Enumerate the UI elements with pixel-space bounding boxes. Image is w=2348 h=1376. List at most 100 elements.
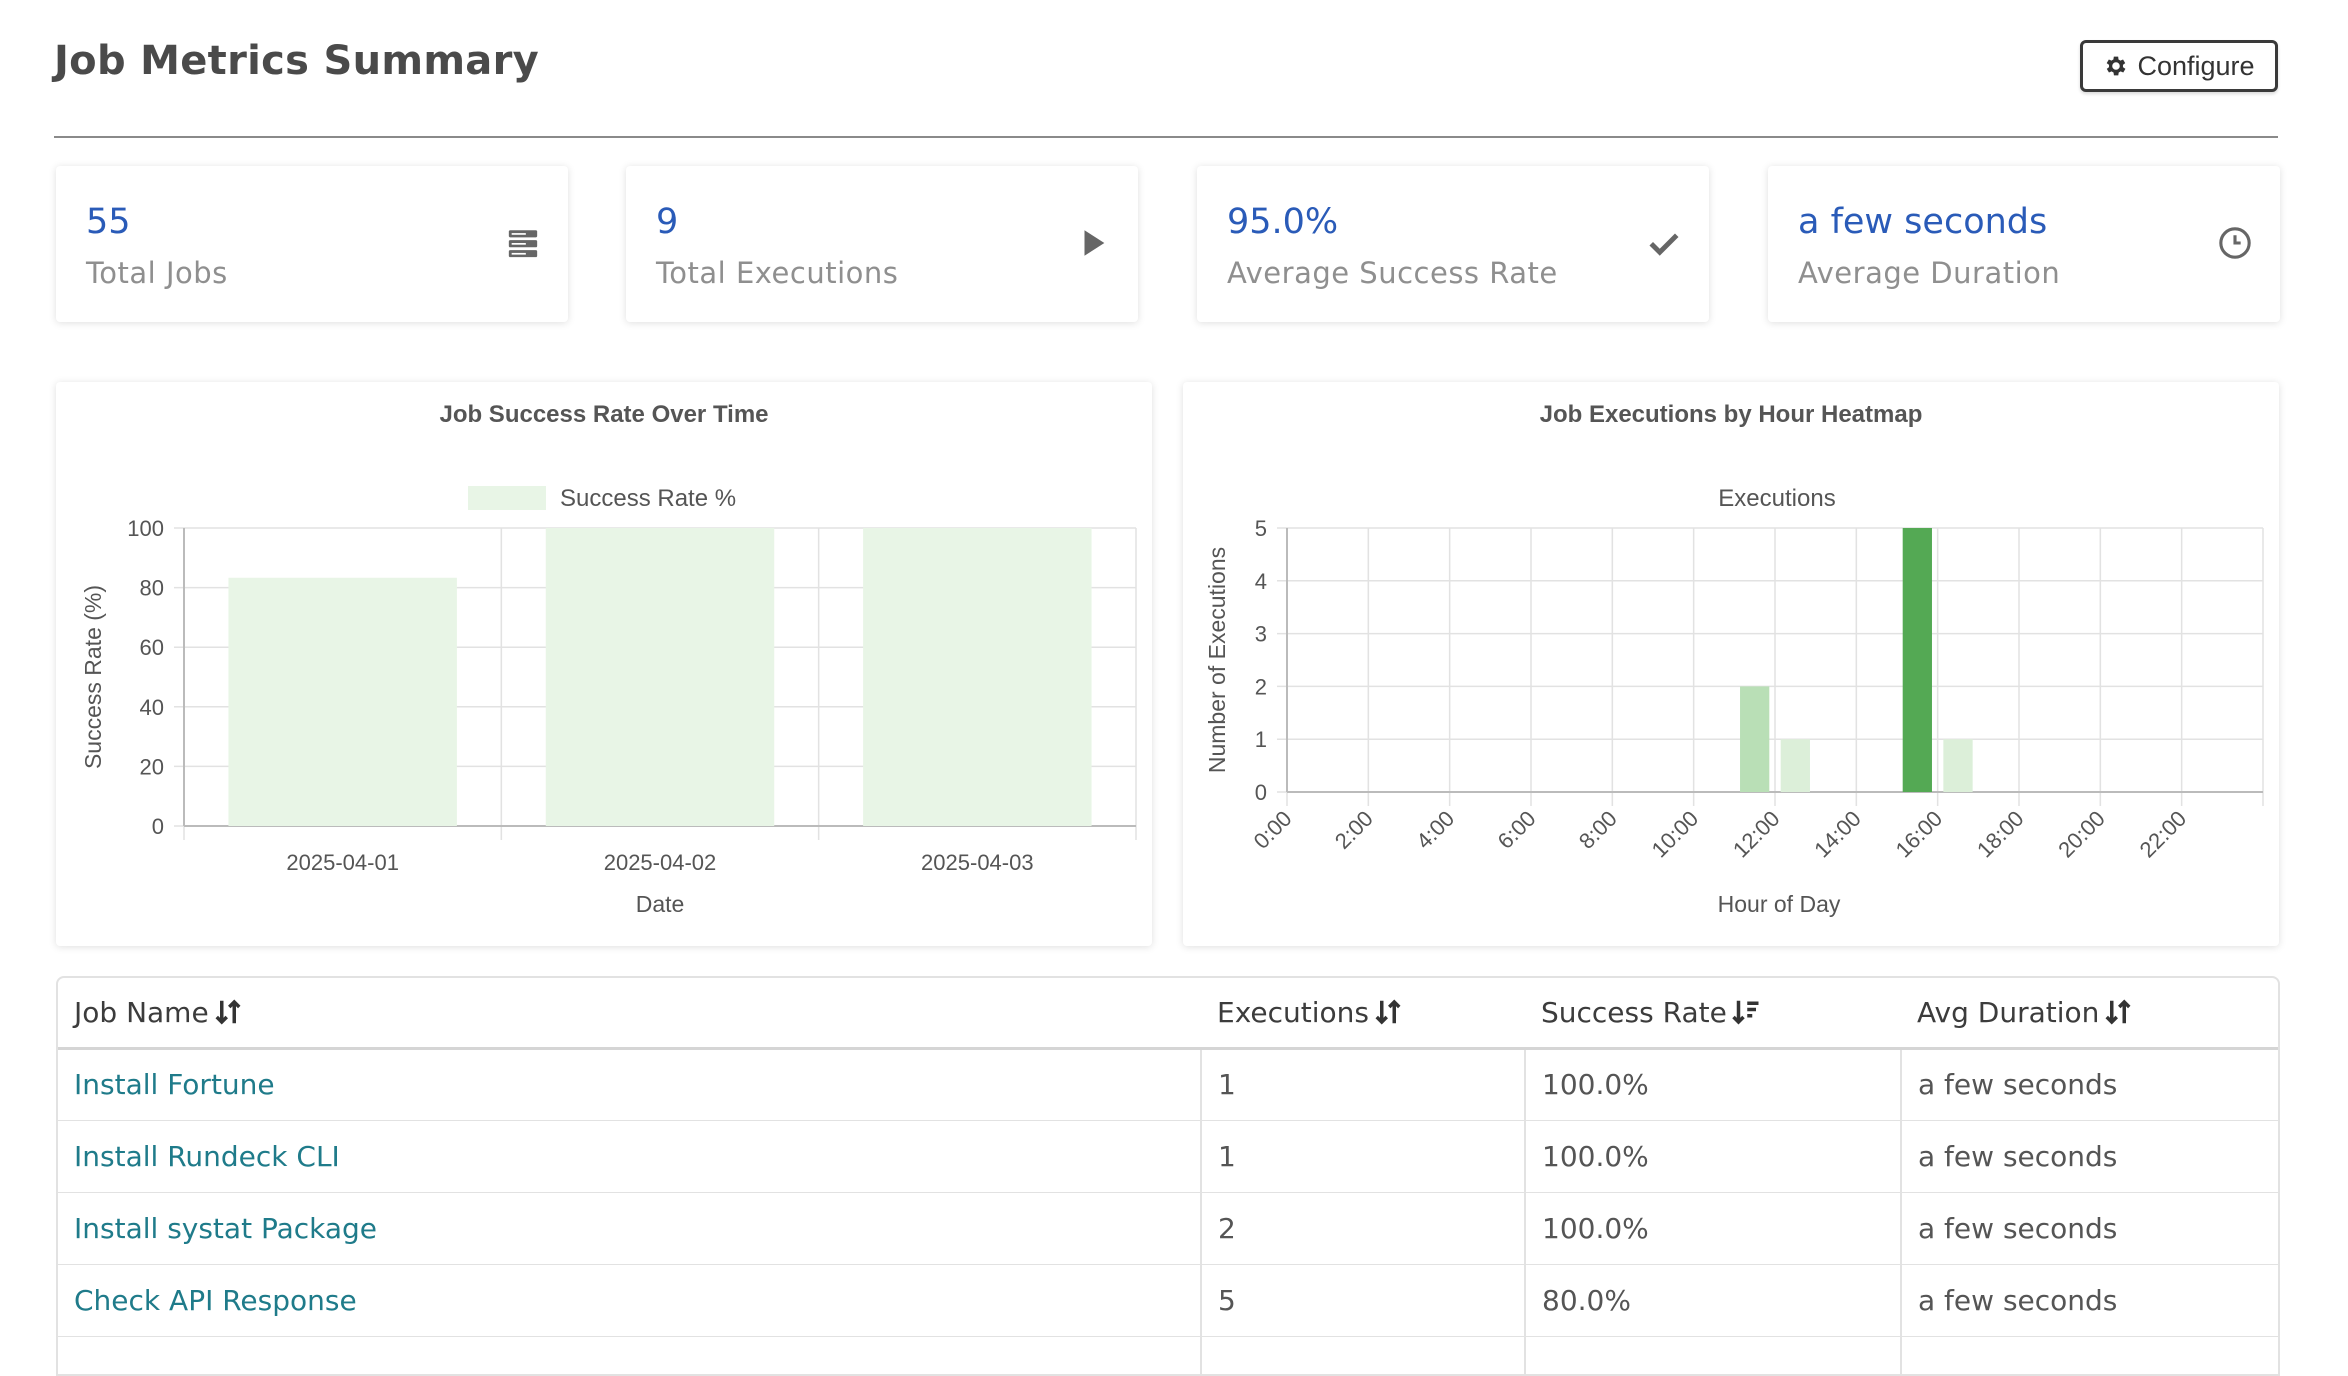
sort-icon bbox=[1375, 999, 1401, 1025]
table-header-row: Job Name Executions Success Rate Avg Dur… bbox=[58, 978, 2278, 1050]
x-tick-label: 0:00 bbox=[1249, 806, 1297, 854]
y-axis-label: Number of Executions bbox=[1204, 547, 1230, 773]
avg-duration-cell: a few seconds bbox=[1900, 1119, 2278, 1192]
avg-duration-cell bbox=[1900, 1335, 2278, 1374]
success-rate-cell: 100.0% bbox=[1524, 1047, 1901, 1120]
column-header-label: Avg Duration bbox=[1917, 995, 2100, 1029]
y-tick-label: 1 bbox=[1255, 727, 1267, 752]
executions-cell bbox=[1200, 1335, 1525, 1374]
card-value: 95.0% bbox=[1227, 202, 1339, 242]
page-title: Job Metrics Summary bbox=[54, 38, 539, 84]
x-tick-label: 2:00 bbox=[1330, 806, 1378, 854]
bar bbox=[1780, 739, 1810, 792]
job-link[interactable]: Check API Response bbox=[74, 1283, 357, 1317]
server-icon bbox=[508, 230, 538, 258]
card-label: Average Success Rate bbox=[1227, 256, 1558, 290]
card-value: 9 bbox=[656, 202, 679, 242]
table-row: Install Rundeck CLI 1 100.0% a few secon… bbox=[58, 1119, 2278, 1192]
legend-label: Success Rate % bbox=[560, 485, 736, 512]
x-axis-label: Hour of Day bbox=[1718, 891, 1841, 917]
y-tick-label: 5 bbox=[1255, 516, 1267, 541]
clock-icon bbox=[2219, 227, 2251, 259]
executions-cell: 5 bbox=[1200, 1263, 1525, 1336]
column-header-label: Executions bbox=[1217, 995, 1369, 1029]
job-name-cell: Install systat Package bbox=[58, 1191, 1201, 1264]
sort-icon bbox=[2105, 999, 2131, 1025]
column-header-job-name[interactable]: Job Name bbox=[58, 978, 1201, 1050]
card-total-jobs: 55 Total Jobs bbox=[56, 166, 568, 322]
jobs-table: Job Name Executions Success Rate Avg Dur… bbox=[56, 976, 2280, 1376]
executions-cell: 1 bbox=[1200, 1119, 1525, 1192]
chart-title: Job Executions by Hour Heatmap bbox=[1540, 401, 1923, 428]
column-header-avg-duration[interactable]: Avg Duration bbox=[1901, 978, 2278, 1050]
x-tick-label: 14:00 bbox=[1809, 806, 1866, 863]
configure-label: Configure bbox=[2137, 50, 2255, 81]
column-header-label: Success Rate bbox=[1541, 995, 1727, 1029]
job-name-cell bbox=[58, 1335, 1201, 1374]
play-icon bbox=[1084, 230, 1105, 256]
success-rate-cell: 100.0% bbox=[1524, 1119, 1901, 1192]
table-row: Install Fortune 1 100.0% a few seconds bbox=[58, 1047, 2278, 1120]
x-tick-label: 16:00 bbox=[1891, 806, 1948, 863]
x-tick-label: 10:00 bbox=[1647, 806, 1704, 863]
y-tick-label: 0 bbox=[152, 814, 164, 839]
success-rate-cell: 80.0% bbox=[1524, 1263, 1901, 1336]
success-rate-chart-panel: Job Success Rate Over Time Success Rate %… bbox=[56, 382, 1152, 946]
table-row bbox=[58, 1335, 2278, 1374]
x-tick-label: 20:00 bbox=[2053, 806, 2110, 863]
success-rate-cell: 100.0% bbox=[1524, 1191, 1901, 1264]
sort-desc-icon bbox=[1732, 1000, 1759, 1025]
card-label: Total Jobs bbox=[86, 256, 228, 290]
card-value: 55 bbox=[86, 202, 131, 242]
y-tick-label: 3 bbox=[1255, 622, 1267, 647]
y-tick-label: 60 bbox=[140, 635, 164, 660]
column-header-success-rate[interactable]: Success Rate bbox=[1525, 978, 1901, 1050]
x-tick-label: 22:00 bbox=[2135, 806, 2192, 863]
y-tick-label: 40 bbox=[140, 695, 164, 720]
x-tick-label: 18:00 bbox=[1972, 806, 2029, 863]
bar bbox=[1943, 739, 1973, 792]
executions-heatmap-panel: Job Executions by Hour Heatmap Executions… bbox=[1183, 382, 2279, 946]
column-header-executions[interactable]: Executions bbox=[1201, 978, 1525, 1050]
card-total-executions: 9 Total Executions bbox=[626, 166, 1138, 322]
sort-icon bbox=[215, 999, 241, 1025]
y-tick-label: 4 bbox=[1255, 569, 1267, 594]
y-tick-label: 100 bbox=[127, 516, 164, 541]
bar bbox=[545, 528, 775, 826]
avg-duration-cell: a few seconds bbox=[1900, 1191, 2278, 1264]
job-name-cell: Check API Response bbox=[58, 1263, 1201, 1336]
success-rate-cell bbox=[1524, 1335, 1901, 1374]
x-tick-label: 8:00 bbox=[1574, 806, 1622, 854]
column-header-label: Job Name bbox=[74, 995, 209, 1029]
avg-duration-cell: a few seconds bbox=[1900, 1263, 2278, 1336]
y-tick-label: 80 bbox=[140, 576, 164, 601]
job-link[interactable]: Install Rundeck CLI bbox=[74, 1139, 340, 1173]
executions-cell: 1 bbox=[1200, 1047, 1525, 1120]
x-axis-label: Date bbox=[636, 891, 685, 917]
avg-duration-cell: a few seconds bbox=[1900, 1047, 2278, 1120]
summary-cards: 55 Total Jobs 9 Total Executions 95.0% A… bbox=[56, 166, 2280, 322]
job-link[interactable]: Install systat Package bbox=[74, 1211, 378, 1245]
legend-label: Executions bbox=[1718, 485, 1835, 512]
job-link[interactable]: Install Fortune bbox=[74, 1068, 275, 1101]
job-name-cell: Install Fortune bbox=[58, 1047, 1201, 1120]
card-average-success-rate: 95.0% Average Success Rate bbox=[1197, 166, 1709, 322]
x-tick-label: 6:00 bbox=[1493, 806, 1541, 854]
job-name-cell: Install Rundeck CLI bbox=[58, 1119, 1201, 1192]
configure-button[interactable]: Configure bbox=[2080, 40, 2278, 92]
x-tick-label: 2025-04-01 bbox=[286, 850, 399, 875]
bar bbox=[863, 528, 1092, 826]
card-label: Average Duration bbox=[1798, 256, 2061, 290]
table-row: Install systat Package 2 100.0% a few se… bbox=[58, 1191, 2278, 1264]
chart-title: Job Success Rate Over Time bbox=[439, 401, 768, 428]
x-tick-label: 4:00 bbox=[1411, 806, 1459, 854]
card-value: a few seconds bbox=[1798, 202, 2048, 242]
x-tick-label: 12:00 bbox=[1728, 806, 1785, 863]
y-axis-label: Success Rate (%) bbox=[80, 585, 106, 769]
card-average-duration: a few seconds Average Duration bbox=[1768, 166, 2280, 322]
x-tick-label: 2025-04-03 bbox=[921, 850, 1034, 875]
card-label: Total Executions bbox=[656, 256, 899, 290]
success-rate-chart: Job Success Rate Over Time Success Rate %… bbox=[80, 401, 1137, 917]
table-row: Check API Response 5 80.0% a few seconds bbox=[58, 1263, 2278, 1336]
y-tick-label: 0 bbox=[1255, 780, 1267, 805]
